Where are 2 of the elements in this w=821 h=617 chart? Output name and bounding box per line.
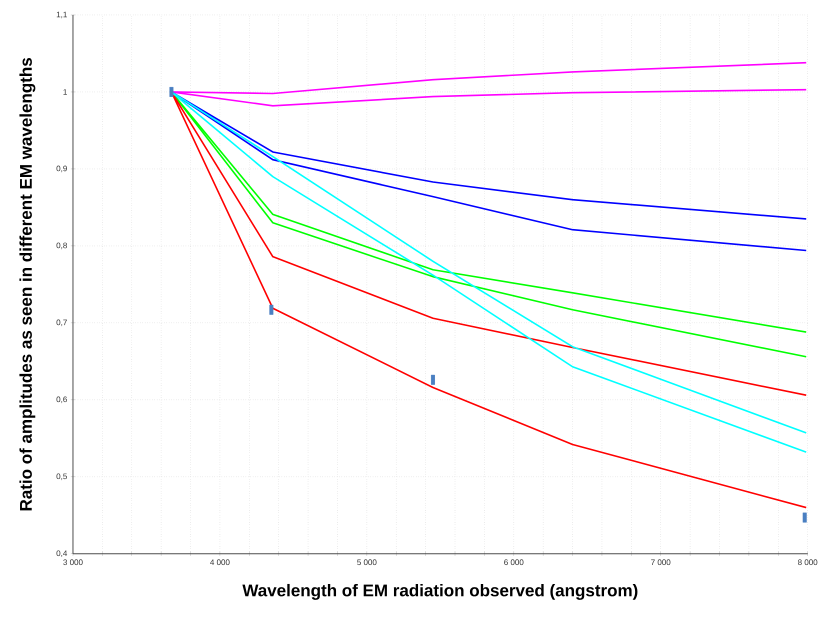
y-axis-title: Ratio of amplitudes as seen in different EM wavelengths xyxy=(19,58,36,510)
x-axis-title: Wavelength of EM radiation observed (angstrom) xyxy=(242,584,638,600)
